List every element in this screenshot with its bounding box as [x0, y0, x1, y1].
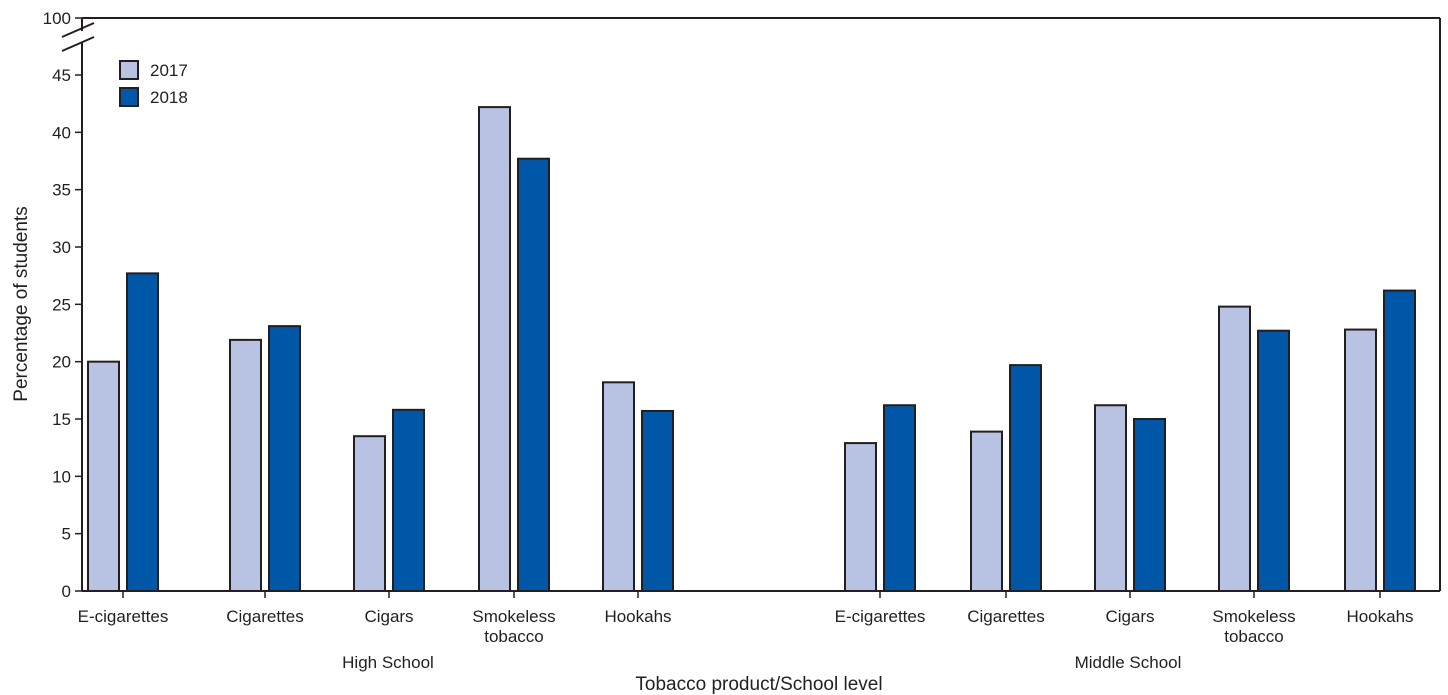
legend-label: 2018 — [150, 88, 188, 107]
bar-2018 — [883, 404, 916, 592]
axes — [58, 17, 1441, 592]
bar-2018 — [641, 409, 674, 592]
x-category-label: Smokeless — [1212, 607, 1295, 626]
x-category-label: Hookahs — [604, 607, 671, 626]
y-tick-label: 15 — [52, 410, 71, 429]
bar-2017 — [1344, 328, 1377, 592]
legend-swatch-2017 — [119, 60, 139, 80]
x-axis-category-labels: E-cigarettes Cigarettes Cigars Smokelesstob… — [78, 591, 1414, 672]
bar-2017 — [478, 106, 511, 593]
y-tick-label: 10 — [52, 467, 71, 486]
y-tick-label: 20 — [52, 353, 71, 372]
bar-2017 — [844, 442, 877, 592]
bar-2017 — [1218, 305, 1251, 592]
bar-2017 — [353, 435, 386, 593]
x-category-label: Cigars — [364, 607, 413, 626]
x-category-label: Cigars — [1105, 607, 1154, 626]
x-category-label: Cigarettes — [967, 607, 1044, 626]
bar-2017 — [602, 381, 635, 592]
y-axis-ticks: 0 5 10 15 20 25 30 35 40 45 100 — [43, 9, 82, 601]
legend: 2017 2018 — [119, 60, 188, 107]
bar-2018 — [517, 157, 550, 592]
axis-break-mark — [61, 22, 95, 38]
bar-2017 — [229, 338, 262, 592]
y-tick-label: 30 — [52, 238, 71, 257]
bar-2018 — [1009, 364, 1042, 592]
x-category-label: tobacco — [1224, 627, 1284, 646]
axis-break-mark — [61, 36, 95, 52]
bar-2018 — [126, 272, 159, 592]
bar-2017 — [87, 360, 120, 592]
y-tick-label: 45 — [52, 66, 71, 85]
bar-2018 — [268, 325, 301, 592]
x-category-label: Hookahs — [1346, 607, 1413, 626]
x-category-label: Smokeless — [472, 607, 555, 626]
legend-swatch-2018 — [119, 87, 139, 107]
y-tick-label: 100 — [43, 9, 71, 28]
legend-label: 2017 — [150, 61, 188, 80]
bar-2017 — [970, 430, 1003, 593]
bar-2018 — [1257, 329, 1290, 592]
x-category-label: Cigarettes — [226, 607, 303, 626]
y-tick-label: 5 — [62, 525, 71, 544]
bar-2018 — [392, 408, 425, 592]
x-category-label: E-cigarettes — [835, 607, 926, 626]
x-category-label: tobacco — [484, 627, 544, 646]
y-tick-label: 35 — [52, 181, 71, 200]
bar-2018 — [1383, 289, 1416, 592]
y-tick-label: 40 — [52, 123, 71, 142]
bar-2018 — [1133, 418, 1166, 592]
y-tick-label: 25 — [52, 295, 71, 314]
x-axis-title: Tobacco product/School level — [635, 674, 882, 695]
y-tick-label: 0 — [62, 582, 71, 601]
bars — [87, 106, 1416, 593]
bar-2017 — [1094, 404, 1127, 592]
x-group-label: Middle School — [1075, 653, 1182, 672]
x-group-label: High School — [342, 653, 434, 672]
x-category-label: E-cigarettes — [78, 607, 169, 626]
y-axis-title: Percentage of students — [11, 206, 32, 401]
